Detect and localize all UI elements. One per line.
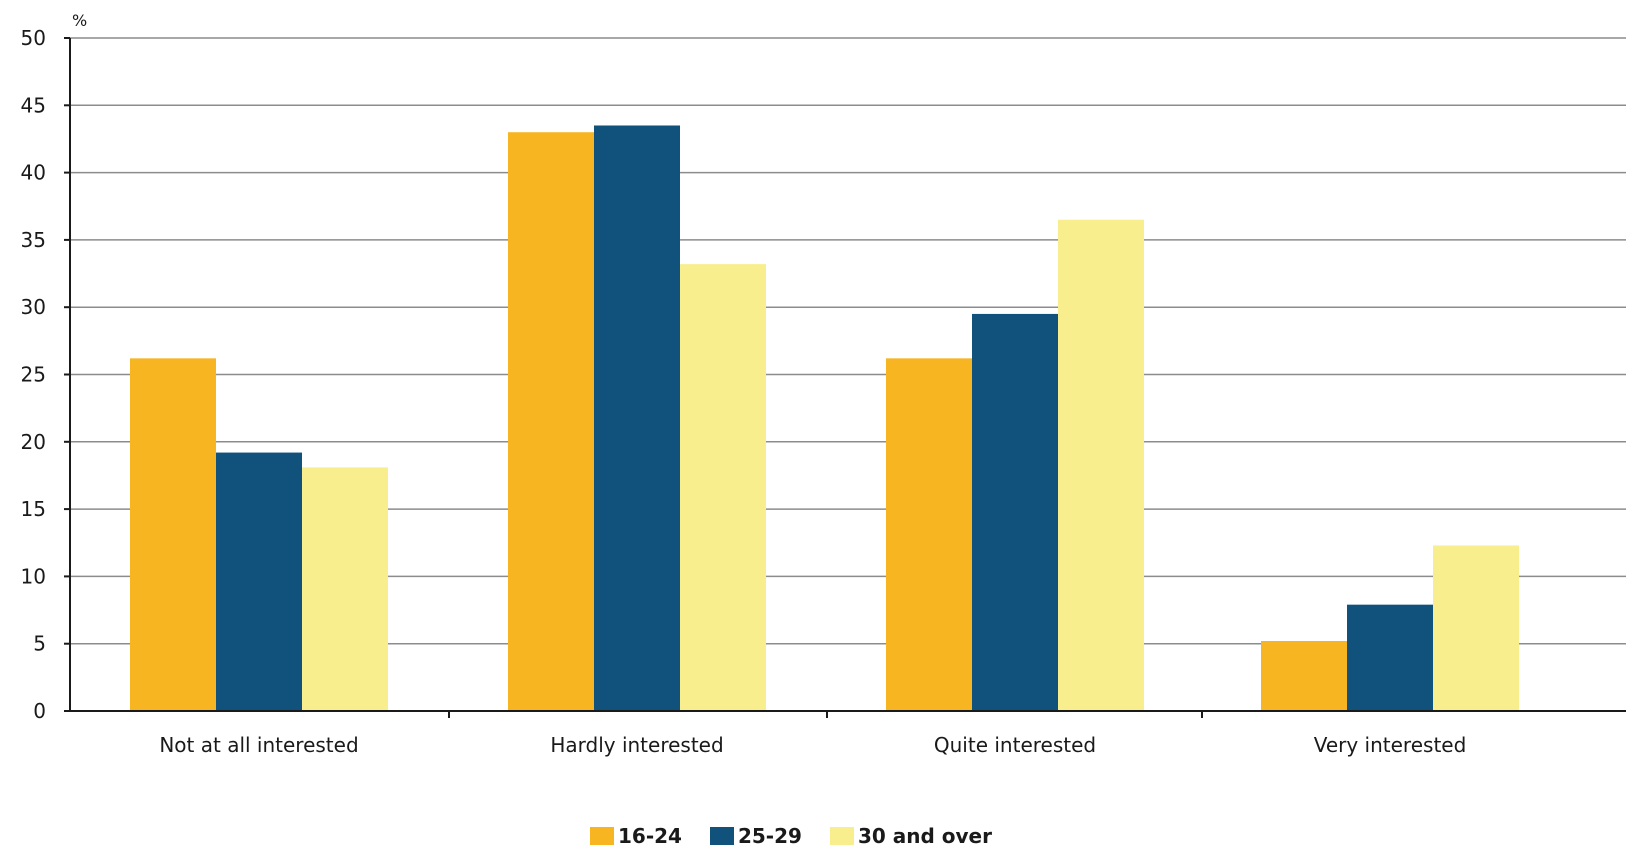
bar-25-29-1 [594,125,680,712]
legend-item: 25-29 [709,824,802,848]
y-unit-label: % [72,11,87,30]
bar-25-29-3 [1347,604,1433,711]
y-tick-label: 50 [21,26,46,50]
y-tick-label: 5 [33,632,46,656]
x-category-label: Very interested [1314,733,1467,757]
x-category-labels: Not at all interested Hardly interested Qu… [159,733,1466,757]
legend-label: 30 and over [857,824,992,848]
legend-swatch [829,827,854,845]
bar-25-29-0 [216,452,302,711]
y-tick-label: 40 [21,161,46,185]
legend-label: 16-24 [618,824,682,848]
legend-item: 16-24 [590,824,682,848]
bar-30-and-over-2 [1058,219,1144,711]
bar-16-24-0 [130,358,216,711]
y-tick-label: 35 [21,228,46,252]
bar-16-24-2 [886,358,972,711]
x-category-label: Hardly interested [550,733,723,757]
legend-swatch [590,827,614,845]
y-tick-label: 45 [21,93,46,117]
legend-label: 25-29 [737,824,802,848]
y-tick-label: 25 [21,363,46,387]
x-category-label: Quite interested [934,733,1096,757]
bar-chart: % 0 5 10 15 20 25 30 35 40 45 50 Not at all intere… [21,11,1626,757]
y-tick-label: 20 [21,430,46,454]
legend-item: 30 and over [829,824,992,848]
bar-25-29-2 [972,313,1058,711]
bar-30-and-over-3 [1433,545,1519,711]
x-category-label: Not at all interested [159,733,358,757]
legend-swatch [709,827,734,845]
legend: 16-24 25-29 30 and over [590,822,992,850]
y-tick-label: 30 [21,295,46,319]
bar-30-and-over-0 [302,467,388,711]
y-tick-label: 0 [33,699,46,723]
bar-16-24-1 [508,132,594,712]
axes [69,38,1626,718]
bar-16-24-3 [1261,641,1347,711]
bars [130,125,1519,712]
y-tick-label: 10 [21,564,46,588]
y-tick-labels: 0 5 10 15 20 25 30 35 40 45 50 [21,26,46,723]
bar-30-and-over-1 [680,264,766,711]
y-tick-label: 15 [21,497,46,521]
